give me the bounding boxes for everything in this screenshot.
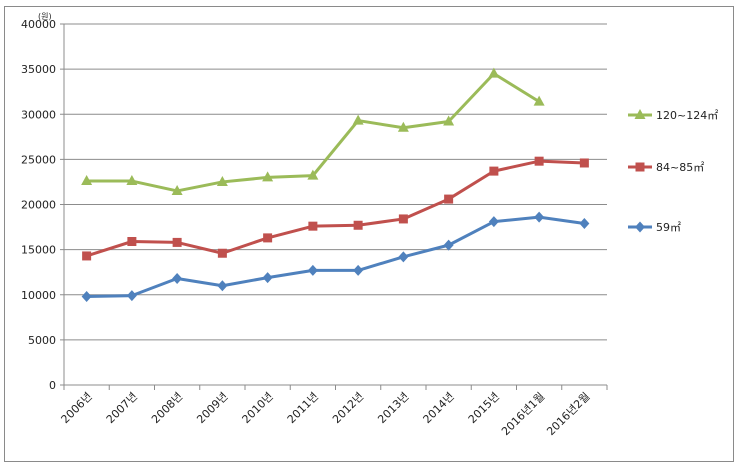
y-axis-unit-label: (원) xyxy=(38,12,52,21)
y-tick-label: 35000 xyxy=(21,63,56,76)
x-tick-label: 2008년 xyxy=(149,390,185,426)
data-point-marker xyxy=(398,214,408,224)
data-point-marker xyxy=(126,175,138,186)
data-point-marker xyxy=(398,251,409,263)
data-point-marker xyxy=(353,220,363,230)
data-point-marker xyxy=(127,237,137,247)
gridlines xyxy=(64,23,607,341)
data-point-marker xyxy=(488,216,499,228)
legend-item: 59㎡ xyxy=(628,221,681,234)
legend-label: 84~85㎡ xyxy=(656,161,704,174)
data-point-marker xyxy=(534,156,544,166)
data-point-marker xyxy=(635,221,645,233)
series-triangle xyxy=(81,67,545,195)
legend-label: 59㎡ xyxy=(656,221,681,234)
chart-frame xyxy=(4,6,734,462)
x-tick-label: 2014년 xyxy=(421,390,457,426)
x-tick-label: 2012년 xyxy=(330,390,366,426)
data-point-marker xyxy=(172,237,182,247)
data-point-marker xyxy=(488,67,500,78)
y-tick-label: 25000 xyxy=(21,153,56,166)
data-point-marker xyxy=(353,264,364,276)
data-point-marker xyxy=(81,291,92,303)
x-tick-label: 2010년 xyxy=(240,390,276,426)
y-tick-label: 30000 xyxy=(21,108,56,121)
data-point-marker xyxy=(82,251,92,261)
y-tick-label: 5000 xyxy=(28,334,56,347)
data-point-marker xyxy=(635,162,645,172)
data-point-marker xyxy=(579,158,589,168)
series-square xyxy=(82,156,589,261)
data-point-marker xyxy=(579,217,590,229)
data-point-marker xyxy=(81,175,93,186)
y-tick-label: 15000 xyxy=(21,244,56,257)
legend-label: 120~124㎡ xyxy=(656,109,718,122)
y-tick-label: 20000 xyxy=(21,199,56,212)
x-tick-label: 2011년 xyxy=(285,390,321,426)
data-point-marker xyxy=(171,184,183,195)
data-point-marker xyxy=(307,169,319,180)
x-tick-label: 2015년 xyxy=(466,390,502,426)
y-tick-label: 0 xyxy=(49,379,56,392)
data-point-marker xyxy=(397,121,409,132)
data-point-marker xyxy=(262,171,274,182)
data-point-marker xyxy=(352,114,364,125)
data-point-marker xyxy=(217,280,228,292)
legend-item: 84~85㎡ xyxy=(628,161,704,174)
data-point-marker xyxy=(489,166,499,176)
data-point-marker xyxy=(533,95,545,106)
series-line xyxy=(86,215,585,299)
data-point-marker xyxy=(443,115,455,126)
x-tick-label: 2009년 xyxy=(194,390,230,426)
x-tick-label: 2006년 xyxy=(59,390,95,426)
data-point-marker xyxy=(307,264,318,276)
y-tick-label: 40000 xyxy=(21,18,56,31)
data-point-marker xyxy=(444,194,454,204)
x-tick-label: 2007년 xyxy=(104,390,140,426)
legend-item: 120~124㎡ xyxy=(628,109,718,122)
data-point-marker xyxy=(443,239,454,251)
series-line xyxy=(86,159,585,258)
data-point-marker xyxy=(217,248,227,258)
series-diamond xyxy=(81,211,590,303)
data-point-marker xyxy=(126,290,137,302)
data-point-marker xyxy=(263,233,273,243)
data-point-marker xyxy=(216,175,228,186)
y-tick-label: 10000 xyxy=(21,289,56,302)
data-point-marker xyxy=(172,273,183,285)
data-point-marker xyxy=(534,211,545,223)
x-tick-label: 2016년1월 xyxy=(499,390,547,438)
series-lines xyxy=(81,67,590,303)
data-point-marker xyxy=(262,272,273,284)
x-tick-label: 2016년2월 xyxy=(544,390,592,438)
data-point-marker xyxy=(308,221,318,231)
legend: 120~124㎡ 84~85㎡ 59㎡ xyxy=(628,109,718,234)
x-tick-label: 2013년 xyxy=(375,390,411,426)
data-point-marker xyxy=(634,109,646,119)
